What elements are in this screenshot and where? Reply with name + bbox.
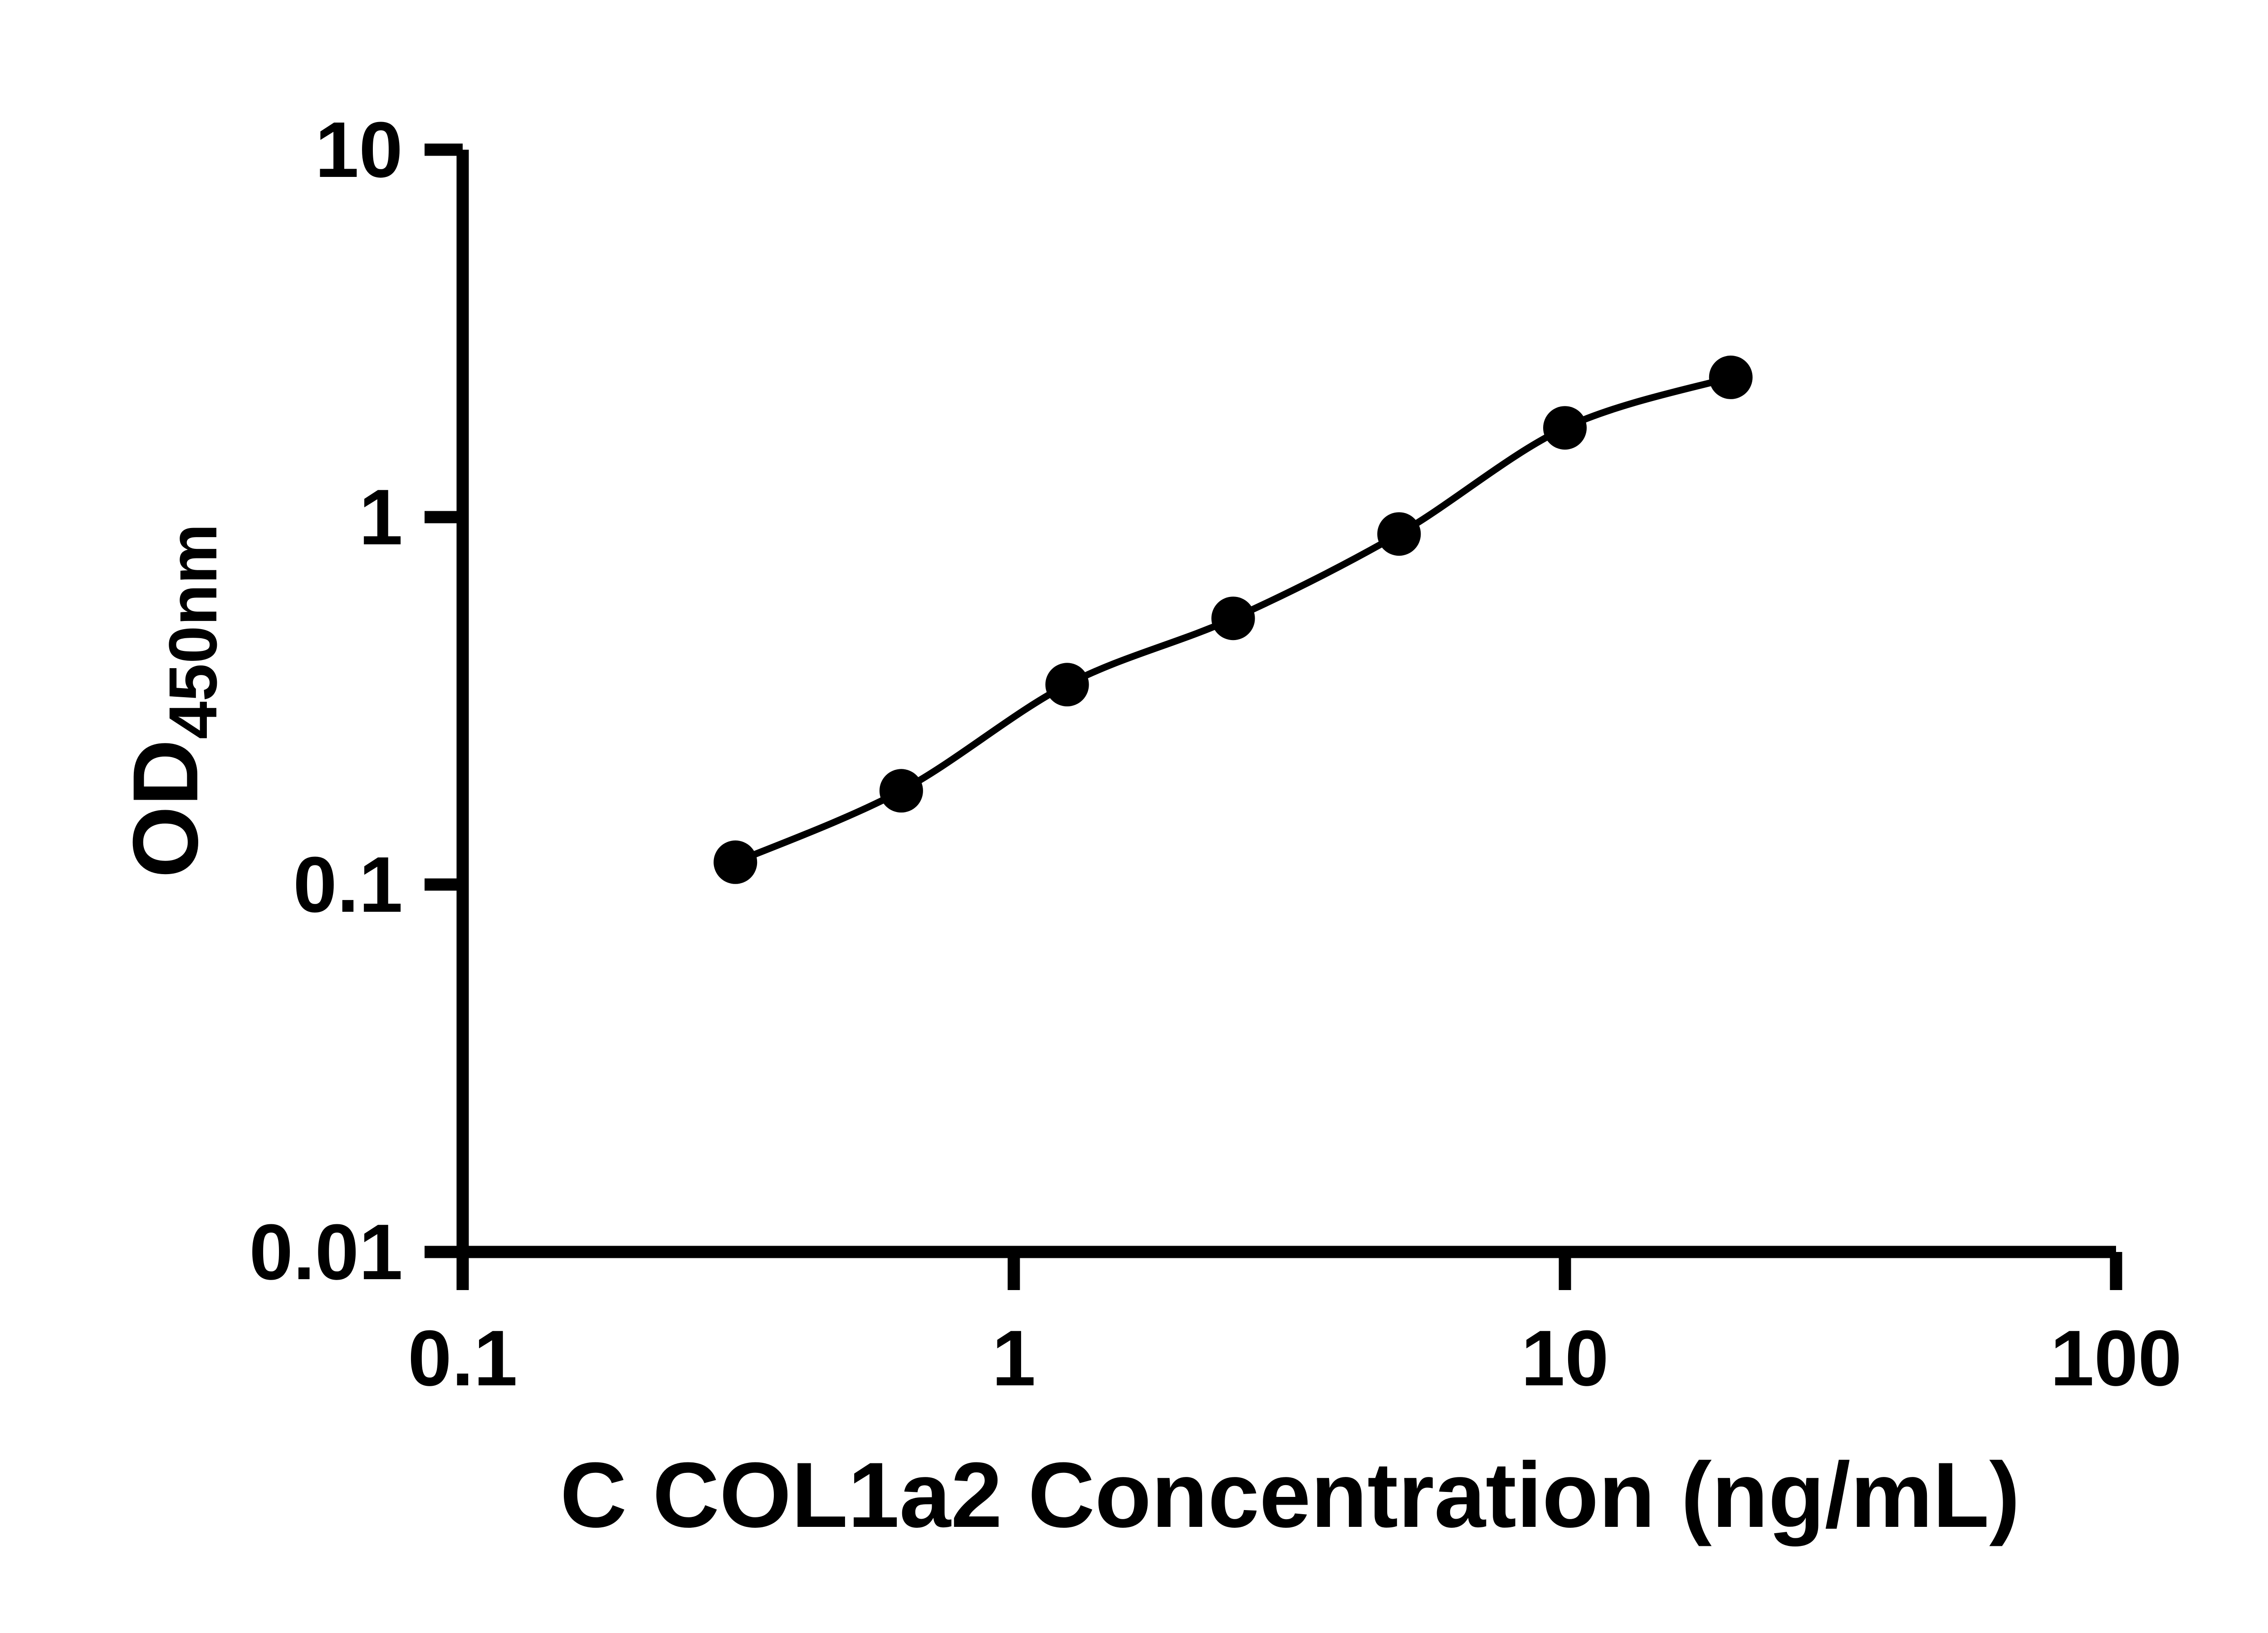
y-axis-title-main: OD (114, 739, 217, 878)
y-axis-title: OD450nm (114, 523, 231, 878)
x-tick-label: 10 (1521, 1314, 1609, 1402)
y-axis-title-subscript: 450nm (155, 523, 231, 739)
data-point (1709, 355, 1753, 399)
y-tick-label: 10 (315, 105, 403, 194)
axis-spine (456, 150, 2116, 1258)
data-point (1377, 512, 1421, 556)
x-axis-title: C COL1a2 Concentration (ng/mL) (560, 1443, 2020, 1547)
x-tick-label: 1 (992, 1314, 1036, 1402)
data-point (1045, 663, 1089, 707)
data-point (879, 769, 923, 813)
data-point (1211, 596, 1255, 640)
data-point (714, 840, 758, 884)
y-tick-label: 0.1 (293, 840, 403, 929)
x-tick-label: 0.1 (408, 1314, 518, 1402)
data-point (1543, 406, 1587, 450)
x-tick-label: 100 (2050, 1314, 2182, 1402)
y-tick-label: 0.01 (249, 1208, 403, 1296)
y-tick-label: 1 (359, 473, 403, 561)
